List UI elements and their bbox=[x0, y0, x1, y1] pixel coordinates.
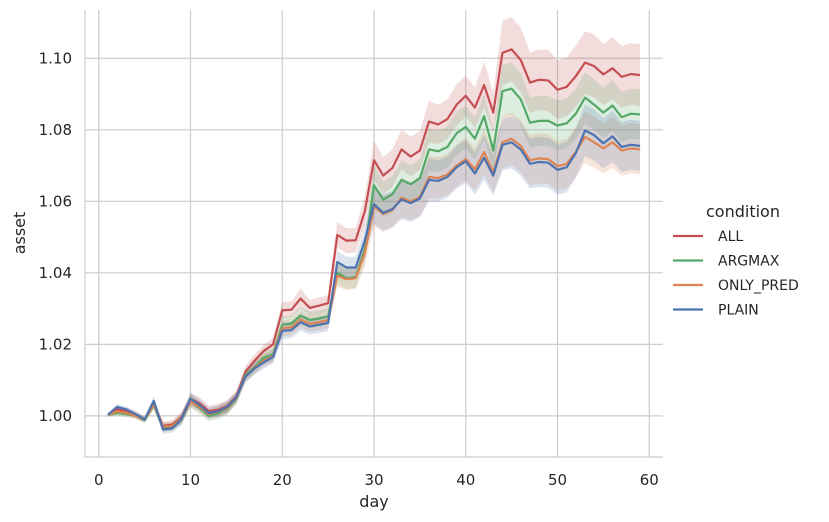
ci-band-only-pred bbox=[107, 111, 641, 431]
legend-label-all: ALL bbox=[718, 229, 743, 245]
y-tick-label: 1.08 bbox=[39, 121, 72, 139]
y-tick-label: 1.04 bbox=[39, 264, 72, 282]
legend-label-argmax: ARGMAX bbox=[718, 254, 780, 270]
legend-label-plain: PLAIN bbox=[718, 303, 759, 319]
x-tick-label: 20 bbox=[273, 471, 292, 489]
axis-spines bbox=[84, 10, 663, 458]
x-tick-label: 50 bbox=[548, 471, 567, 489]
legend: condition ALL ARGMAX ONLY_PRED PLAIN bbox=[673, 202, 799, 319]
series-lines bbox=[107, 48, 641, 431]
x-tick-label: 0 bbox=[94, 471, 104, 489]
x-tick-label: 40 bbox=[456, 471, 475, 489]
y-tick-label: 1.00 bbox=[39, 407, 72, 425]
y-tick-label: 1.10 bbox=[39, 49, 72, 67]
grid-lines bbox=[85, 10, 663, 457]
legend-label-only-pred: ONLY_PRED bbox=[718, 278, 799, 294]
y-tick-label: 1.06 bbox=[39, 192, 72, 210]
series-line-plain bbox=[107, 129, 641, 431]
x-axis-ticks: 0 10 20 30 40 50 60 bbox=[94, 471, 659, 489]
x-tick-label: 30 bbox=[364, 471, 383, 489]
y-axis-ticks: 1.00 1.02 1.04 1.06 1.08 1.10 bbox=[39, 49, 72, 425]
x-axis-label: day bbox=[359, 492, 388, 511]
legend-title: condition bbox=[706, 202, 780, 221]
ci-band-all bbox=[107, 17, 641, 431]
y-tick-label: 1.02 bbox=[39, 335, 72, 353]
legend-items: ALL ARGMAX ONLY_PRED PLAIN bbox=[673, 229, 799, 319]
x-tick-label: 60 bbox=[640, 471, 659, 489]
x-tick-label: 10 bbox=[181, 471, 200, 489]
y-axis-label: asset bbox=[10, 212, 29, 255]
